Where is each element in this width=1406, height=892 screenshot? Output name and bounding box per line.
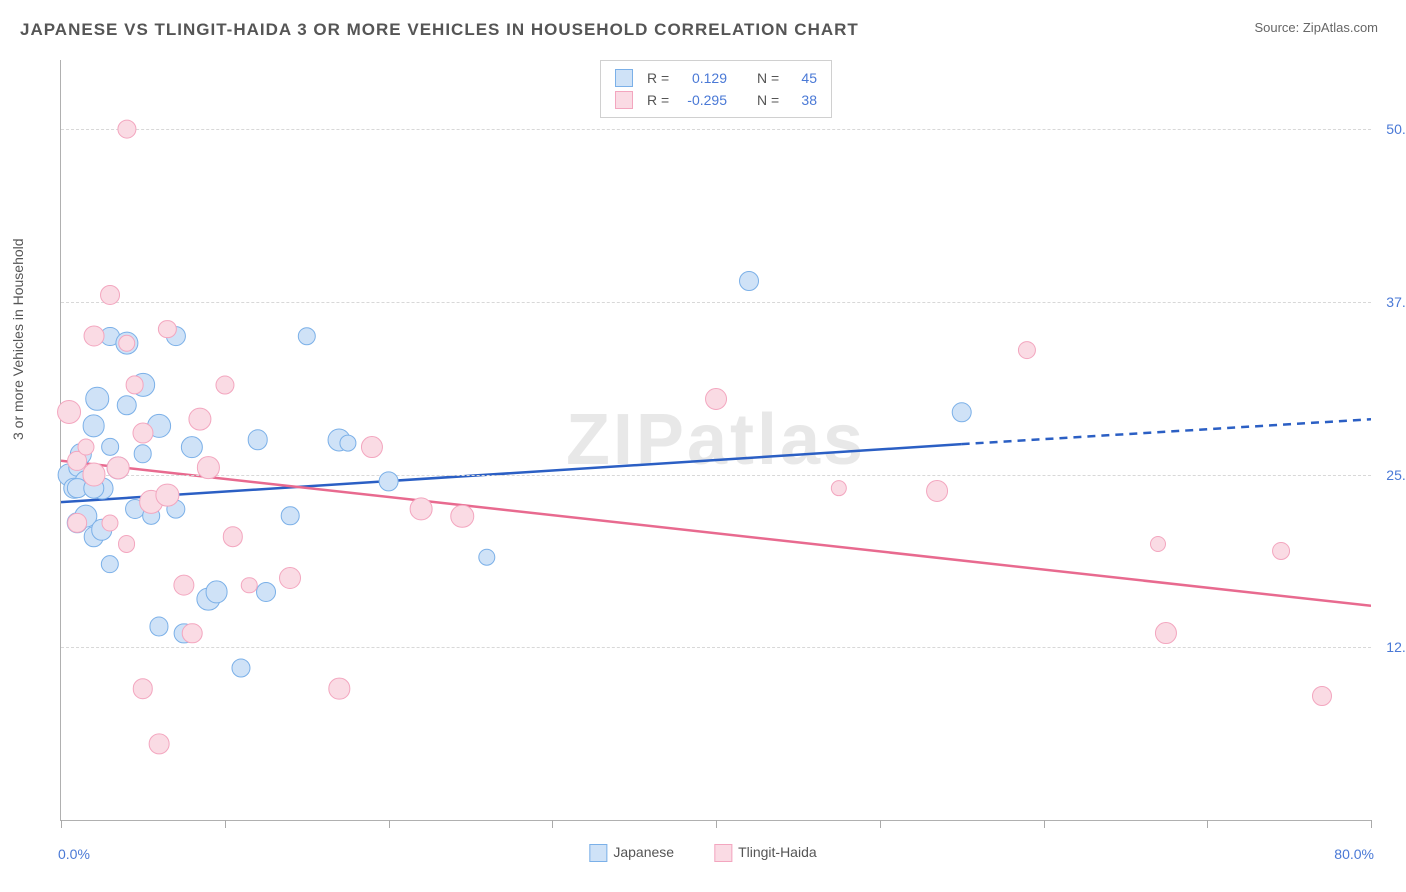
scatter-point (297, 327, 315, 345)
gridline (61, 302, 1371, 303)
legend-swatch-icon (589, 844, 607, 862)
scatter-point (77, 438, 94, 455)
x-tick (389, 820, 390, 828)
legend-swatch-icon (714, 844, 732, 862)
scatter-point (134, 445, 153, 464)
scatter-point (132, 423, 153, 444)
scatter-point (85, 387, 109, 411)
scatter-point (1312, 686, 1332, 706)
scatter-point (133, 679, 153, 699)
x-tick (225, 820, 226, 828)
x-tick (1371, 820, 1372, 828)
scatter-point (116, 395, 137, 416)
x-tick (552, 820, 553, 828)
scatter-point (339, 434, 356, 451)
scatter-point (232, 658, 251, 677)
scatter-point (281, 507, 300, 526)
legend-label: Japanese (613, 844, 674, 860)
scatter-point (205, 581, 228, 604)
scatter-point (256, 582, 276, 602)
legend-item: Japanese (589, 844, 674, 862)
scatter-point (117, 120, 136, 139)
scatter-point (82, 463, 105, 486)
scatter-point (68, 513, 88, 533)
x-axis-origin-label: 0.0% (58, 846, 90, 862)
gridline (61, 129, 1371, 130)
x-tick (1044, 820, 1045, 828)
scatter-point (329, 678, 350, 699)
legend-swatch-icon (615, 69, 633, 87)
y-tick-label: 50.0% (1386, 121, 1406, 137)
scatter-point (118, 535, 136, 553)
n-value: 45 (789, 67, 817, 89)
scatter-point (1150, 536, 1166, 552)
scatter-point (951, 402, 972, 423)
chart-title: JAPANESE VS TLINGIT-HAIDA 3 OR MORE VEHI… (20, 20, 859, 40)
x-tick (880, 820, 881, 828)
n-value: 38 (789, 89, 817, 111)
scatter-point (378, 471, 399, 492)
x-tick (716, 820, 717, 828)
scatter-point (173, 574, 194, 595)
scatter-point (215, 375, 234, 394)
scatter-point (102, 514, 119, 531)
scatter-point (57, 400, 81, 424)
x-tick (1207, 820, 1208, 828)
scatter-point (279, 567, 301, 589)
scatter-point (149, 734, 170, 755)
scatter-point (150, 617, 169, 636)
scatter-point (241, 577, 258, 594)
y-tick-label: 25.0% (1386, 467, 1406, 483)
scatter-point (83, 326, 104, 347)
scatter-point (82, 415, 105, 438)
scatter-point (189, 408, 212, 431)
scatter-point (1272, 542, 1290, 560)
scatter-point (247, 430, 268, 451)
legend-item: Tlingit-Haida (714, 844, 817, 862)
scatter-point (831, 480, 847, 496)
series-legend: Japanese Tlingit-Haida (589, 844, 816, 862)
scatter-point (182, 623, 203, 644)
r-label: R = (647, 89, 671, 111)
scatter-point (1155, 622, 1177, 644)
correlation-legend-box: R = 0.129 N = 45 R = -0.295 N = 38 (600, 60, 832, 118)
scatter-point (118, 335, 136, 353)
scatter-point (361, 436, 383, 458)
legend-label: Tlingit-Haida (738, 844, 817, 860)
scatter-point (478, 549, 495, 566)
scatter-point (101, 438, 119, 456)
y-tick-label: 12.5% (1386, 639, 1406, 655)
scatter-point (450, 504, 473, 527)
y-axis-label: 3 or more Vehicles in Household (10, 238, 26, 440)
n-label: N = (757, 89, 781, 111)
x-tick (61, 820, 62, 828)
gridline (61, 647, 1371, 648)
correlation-legend-row: R = 0.129 N = 45 (615, 67, 817, 89)
scatter-point (1018, 341, 1036, 359)
r-value: -0.295 (679, 89, 727, 111)
r-value: 0.129 (679, 67, 727, 89)
scatter-point (739, 271, 759, 291)
r-label: R = (647, 67, 671, 89)
scatter-point (410, 498, 433, 521)
watermark: ZIPatlas (566, 399, 866, 481)
scatter-point (223, 527, 243, 547)
x-axis-max-label: 80.0% (1334, 846, 1374, 862)
gridline (61, 475, 1371, 476)
scatter-point (125, 375, 144, 394)
scatter-point (705, 388, 727, 410)
y-tick-label: 37.5% (1386, 294, 1406, 310)
correlation-legend-row: R = -0.295 N = 38 (615, 89, 817, 111)
scatter-point (100, 285, 120, 305)
n-label: N = (757, 67, 781, 89)
scatter-point (926, 480, 948, 502)
scatter-point (181, 436, 203, 458)
legend-swatch-icon (615, 91, 633, 109)
scatter-point (107, 456, 130, 479)
scatter-point (101, 555, 119, 573)
source-attribution: Source: ZipAtlas.com (1254, 20, 1378, 35)
plot-area: ZIPatlas R =0.129N =45R =-0.295N =38 12.… (60, 60, 1371, 821)
